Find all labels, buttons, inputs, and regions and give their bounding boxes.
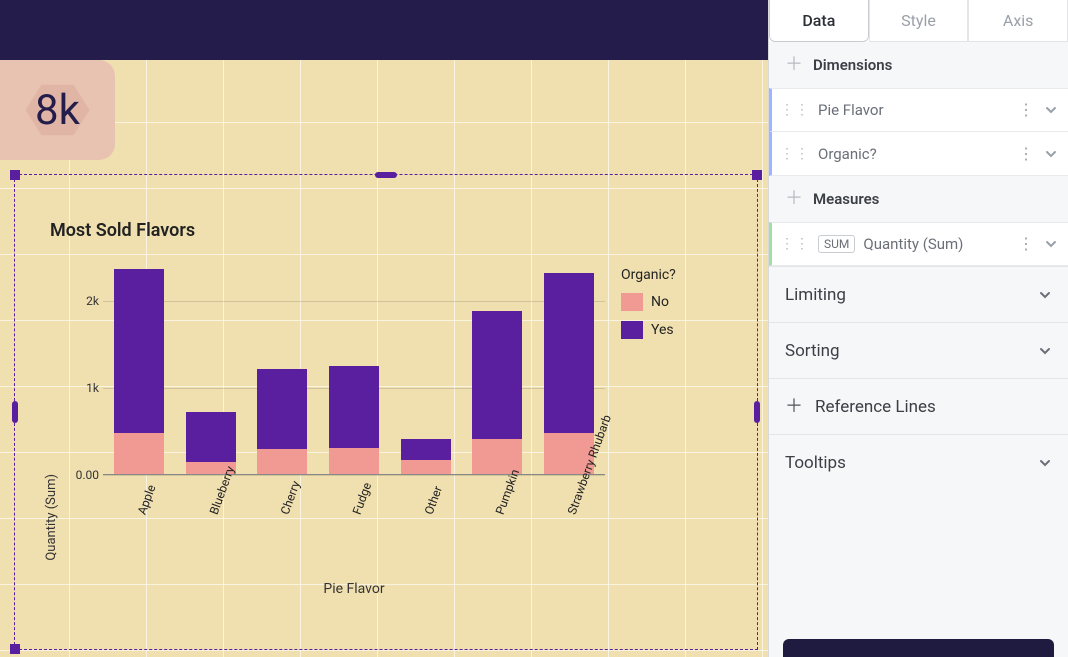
chart-card[interactable]: Most Sold Flavors Quantity (Sum) 0.00 1k 2… [14,174,758,650]
chevron-down-icon[interactable] [1038,456,1052,470]
plus-icon[interactable]: ＋ [785,190,803,208]
field-label: Quantity (Sum) [863,235,1010,253]
drag-handle-icon[interactable]: ⋮⋮ [780,102,810,118]
bar-segment-yes [186,412,236,462]
measures-header: ＋ Measures [769,176,1068,222]
chart-title: Most Sold Flavors [50,220,748,241]
legend-label: No [651,294,669,310]
chevron-down-icon[interactable] [1044,237,1058,251]
config-panel: Data Style Axis ＋ Dimensions ⋮⋮Pie Flavo… [768,0,1068,657]
kebab-menu-icon[interactable]: ⋮ [1018,102,1034,118]
chevron-down-icon[interactable] [1044,103,1058,117]
plus-icon[interactable]: ＋ [785,56,803,74]
limiting-label: Limiting [785,285,846,305]
tab-data[interactable]: Data [769,0,869,42]
tab-style[interactable]: Style [869,0,969,42]
bar-segment-yes [544,273,594,433]
measure-field[interactable]: ⋮⋮ SUM Quantity (Sum) ⋮ [769,222,1068,266]
sorting-label: Sorting [785,341,840,361]
chevron-down-icon[interactable] [1038,288,1052,302]
section-reference-lines[interactable]: ＋ Reference Lines [769,378,1068,434]
panel-footer [769,629,1068,657]
field-label: Organic? [818,145,1010,163]
bar-column[interactable] [544,273,594,474]
dimensions-header: ＋ Dimensions [769,42,1068,88]
dimension-field[interactable]: ⋮⋮ Pie Flavor ⋮ [769,88,1068,132]
legend-swatch [621,293,643,311]
y-tick-label: 2k [63,294,99,308]
legend-item[interactable]: Yes [621,321,676,339]
header-strip [0,0,768,60]
footer-button[interactable] [783,639,1054,657]
bar-segment-yes [114,269,164,433]
bar-segment-yes [401,439,451,460]
panel-tabs: Data Style Axis [769,0,1068,42]
aggregation-chip[interactable]: SUM [818,235,855,253]
y-tick-label: 1k [63,381,99,395]
y-axis-label: Quantity (Sum) [44,334,59,561]
legend-title: Organic? [621,267,676,283]
bar-column[interactable] [472,311,522,474]
legend-swatch [621,321,643,339]
bar-column[interactable] [186,412,236,474]
kpi-value: 8k [35,86,80,135]
kpi-badge[interactable]: 8k [0,60,115,160]
field-label: Pie Flavor [818,101,1010,119]
bar-column[interactable] [329,366,379,474]
kebab-menu-icon[interactable]: ⋮ [1018,146,1034,162]
chevron-down-icon[interactable] [1038,344,1052,358]
drag-handle-icon[interactable]: ⋮⋮ [780,236,810,252]
reference-lines-label: Reference Lines [815,397,936,417]
measures-label: Measures [813,190,879,208]
bar-segment-yes [472,311,522,439]
dimensions-label: Dimensions [813,56,892,74]
dimension-field[interactable]: ⋮⋮ Organic? ⋮ [769,132,1068,176]
canvas-area[interactable]: 8k Most Sold Flavors Quantity (Sum) 0.00… [0,0,768,657]
bar-column[interactable] [114,269,164,474]
chart-legend: Organic? No Yes [621,267,676,349]
chevron-down-icon[interactable] [1044,147,1058,161]
bar-column[interactable] [257,369,307,475]
section-limiting[interactable]: Limiting [769,266,1068,322]
y-tick-label: 0.00 [63,468,99,482]
section-tooltips[interactable]: Tooltips [769,434,1068,490]
tooltips-label: Tooltips [785,453,846,473]
kebab-menu-icon[interactable]: ⋮ [1018,236,1034,252]
bar-segment-yes [257,369,307,449]
chart-plot: 0.001k2k [63,257,605,475]
drag-handle-icon[interactable]: ⋮⋮ [780,146,810,162]
legend-item[interactable]: No [621,293,676,311]
legend-label: Yes [651,322,674,338]
x-axis-ticks: AppleBlueberryCherryFudgeOtherPumpkinStr… [103,475,605,595]
bar-segment-yes [329,366,379,448]
section-sorting[interactable]: Sorting [769,322,1068,378]
plus-icon[interactable]: ＋ [785,398,803,416]
tab-axis[interactable]: Axis [968,0,1068,42]
